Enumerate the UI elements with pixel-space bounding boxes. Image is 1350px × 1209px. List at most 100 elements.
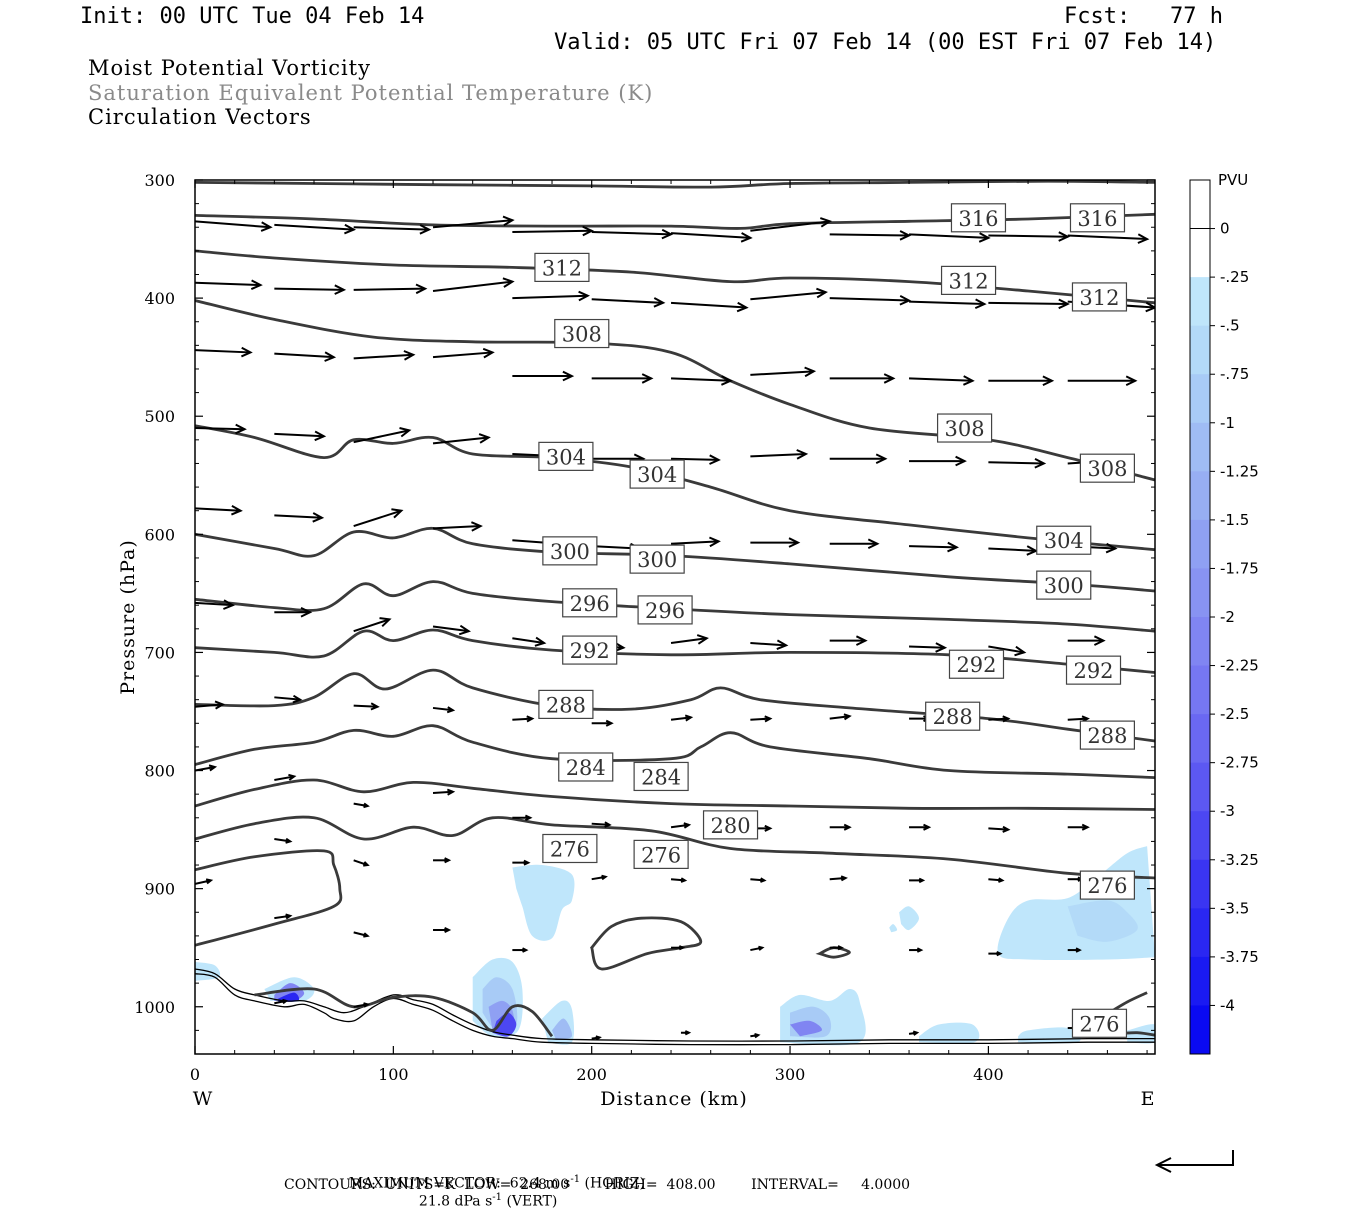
circulation-vector [829, 453, 888, 464]
pv-area [889, 924, 898, 933]
circulation-vector [195, 423, 247, 435]
svg-text:312: 312 [542, 256, 582, 280]
circulation-vector [988, 458, 1047, 469]
circulation-vector [670, 822, 692, 829]
svg-text:288: 288 [933, 705, 973, 729]
circulation-vector [988, 545, 1039, 556]
circulation-vector [829, 635, 868, 646]
west-label: W [193, 1088, 214, 1110]
x-tick-label: 400 [973, 1065, 1004, 1084]
circulation-vector [274, 430, 327, 442]
svg-text:312: 312 [1079, 286, 1119, 310]
contour-label: 284 [633, 761, 689, 792]
colorbar-label: -1.25 [1220, 462, 1259, 480]
colorbar-segment [1190, 325, 1210, 375]
colorbar-segment [1190, 471, 1210, 521]
isentrope-312 [195, 249, 1155, 305]
circulation-vector [195, 764, 218, 772]
circulation-vector [591, 874, 608, 881]
y-tick-label: 900 [144, 880, 175, 899]
isentrope-316 [195, 212, 1155, 230]
circulation-vector [750, 287, 828, 301]
circulation-vector [909, 298, 987, 310]
colorbar-segment [1190, 956, 1210, 1006]
contour-label: 292 [562, 635, 618, 665]
circulation-vector [909, 823, 932, 831]
isentrope-296 [195, 580, 1155, 633]
colorbar-label: -2.5 [1220, 705, 1249, 723]
colorbar-segment [1190, 762, 1210, 812]
circulation-vector [274, 998, 289, 1005]
circulation-vector [353, 802, 370, 809]
circulation-vector [432, 347, 495, 359]
circulation-vector [909, 642, 948, 653]
colorbar-segment [1190, 422, 1210, 472]
circulation-vector [670, 536, 721, 548]
circulation-vector [353, 702, 380, 711]
colorbar-segment [1190, 859, 1210, 909]
svg-text:280: 280 [710, 814, 750, 838]
contour-label: 292 [1065, 655, 1122, 685]
circulation-vector [353, 283, 428, 295]
x-tick-label: 0 [190, 1065, 200, 1084]
x-tick-label: 200 [576, 1065, 607, 1084]
forecast-hour: Fcst: 77 h [1064, 4, 1223, 29]
colorbar-label: -1.75 [1220, 559, 1259, 577]
circulation-vector [274, 607, 313, 618]
pv-area [512, 864, 575, 941]
circulation-vector [195, 346, 253, 358]
terrain-line [195, 973, 1155, 1046]
circulation-vector [274, 284, 347, 295]
circulation-vector [750, 877, 767, 883]
colorbar-segment [1190, 908, 1210, 958]
colorbar-label: -3.25 [1220, 851, 1259, 869]
svg-text:276: 276 [550, 837, 590, 861]
circulation-vector [591, 821, 612, 828]
circulation-vector [988, 715, 1011, 723]
circulation-vector [909, 947, 924, 953]
colorbar-segment [1190, 665, 1210, 715]
contour-label: 288 [1079, 720, 1135, 750]
circulation-vector [274, 223, 357, 235]
y-tick-label: 1000 [134, 998, 175, 1017]
circulation-vector [432, 277, 515, 293]
svg-text:276: 276 [1087, 874, 1127, 898]
contour-label-layer: 316 316 312 312 312 308 308 308 304 304 304 300 300 3… [534, 203, 1135, 1038]
max-vector-vert-exponent: -1 [492, 1191, 503, 1203]
circulation-vector [512, 370, 575, 382]
circulation-vector [909, 375, 975, 386]
circulation-vector [591, 297, 666, 308]
pv-area [1067, 900, 1138, 942]
colorbar-segment [1190, 617, 1210, 667]
circulation-vector [274, 773, 297, 781]
circulation-vector [750, 1032, 761, 1039]
circulation-vector [671, 454, 721, 465]
circulation-vector [274, 913, 293, 920]
colorbar-segment [1190, 228, 1210, 278]
circulation-vector [512, 947, 529, 953]
circulation-vector [432, 624, 471, 636]
colorbar-label: -2.25 [1220, 657, 1259, 675]
circulation-vector [829, 945, 844, 951]
svg-text:284: 284 [566, 756, 606, 780]
circulation-vector [1067, 635, 1106, 646]
terrain-line-upper [195, 968, 1155, 1042]
circulation-vector [432, 788, 456, 796]
circulation-vector [195, 505, 243, 516]
colorbar-label: -.25 [1220, 268, 1249, 286]
contour-label: 304 [1036, 525, 1092, 555]
contour-label: 276 [1079, 870, 1135, 900]
circulation-vector [433, 927, 452, 933]
pv-area [997, 846, 1155, 961]
circulation-vector [512, 290, 590, 302]
circulation-vector [680, 1030, 692, 1036]
circulation-vector [195, 878, 214, 885]
svg-text:304: 304 [1044, 529, 1084, 553]
contour-label: 300 [1036, 570, 1092, 600]
valid-time: Valid: 05 UTC Fri 07 Feb 14 (00 EST Fri … [554, 30, 1217, 55]
init-time: Init: 00 UTC Tue 04 Feb 14 [80, 4, 425, 29]
circulation-vector [432, 215, 515, 229]
circulation-vector [353, 350, 416, 361]
plot-frame [194, 179, 1156, 1055]
